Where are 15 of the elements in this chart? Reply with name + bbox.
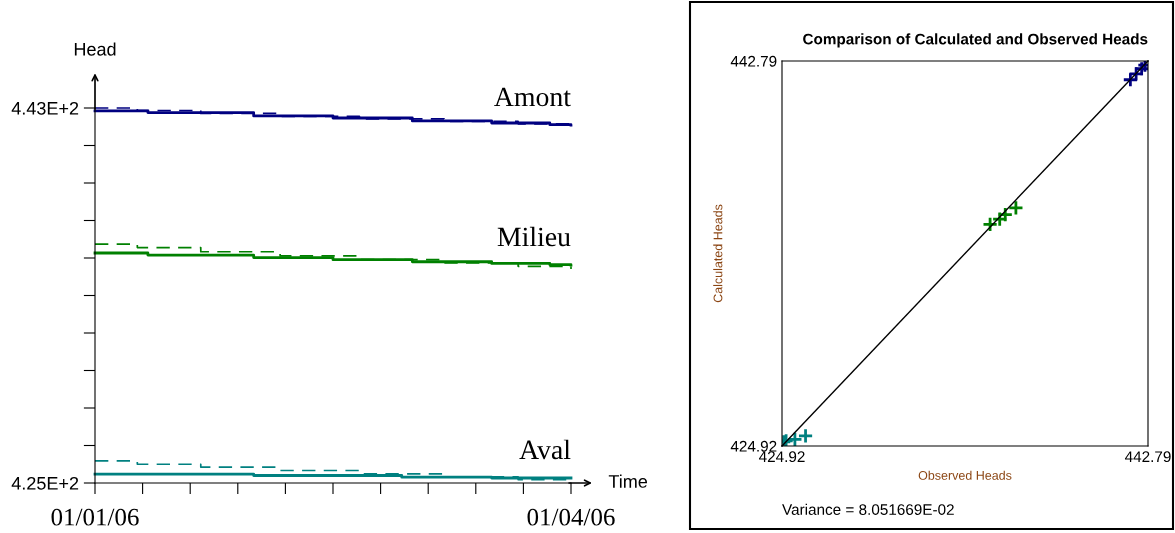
series-label: Amont (494, 87, 571, 107)
x-axis-title: Time (608, 474, 648, 488)
x-tick-label: 01/01/06 (51, 508, 139, 526)
y-axis-title: Calculated Heads (713, 204, 723, 303)
x-axis-title: Observed Heads (918, 470, 1012, 480)
y-axis-title: Head (74, 42, 116, 56)
series-label: Milieu (497, 226, 571, 247)
point (786, 431, 803, 446)
text: Variance = 8.051669E-02 (782, 503, 954, 515)
y-tick-label: 4.43E+2 (11, 101, 79, 115)
chart-title: Comparison of Calculated and Observed Heads (803, 33, 1148, 48)
series-label: Aval (519, 439, 571, 460)
y-tick-label: 4.25E+2 (11, 476, 79, 490)
point (797, 427, 814, 444)
x-tick-label: 01/04/06 (527, 508, 615, 526)
